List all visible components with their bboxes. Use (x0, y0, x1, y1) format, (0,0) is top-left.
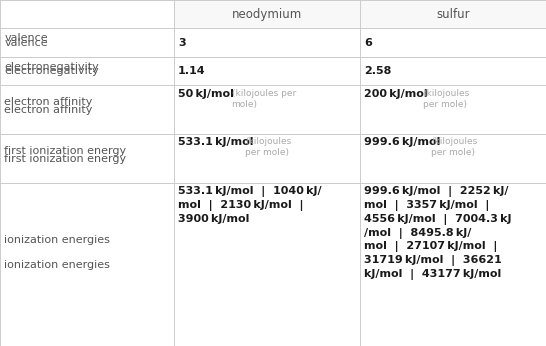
Text: 533.1 kJ/mol: 533.1 kJ/mol (178, 137, 253, 147)
Text: electron affinity: electron affinity (4, 98, 93, 107)
Text: (kilojoules
per mole): (kilojoules per mole) (245, 137, 292, 157)
Text: 50 kJ/mol: 50 kJ/mol (178, 89, 234, 99)
Text: ionization energies: ionization energies (4, 260, 110, 270)
Text: 999.6 kJ/mol: 999.6 kJ/mol (364, 137, 441, 147)
Text: electronegativity: electronegativity (4, 62, 99, 72)
Text: 200 kJ/mol: 200 kJ/mol (364, 89, 428, 99)
Text: 3: 3 (178, 38, 186, 48)
Text: electronegativity: electronegativity (4, 66, 99, 76)
Text: 1.14: 1.14 (178, 66, 206, 76)
Text: 2.58: 2.58 (364, 66, 391, 76)
Text: neodymium: neodymium (232, 8, 302, 21)
Text: 999.6 kJ/mol  |  2252 kJ/
mol  |  3357 kJ/mol  |
4556 kJ/mol  |  7004.3 kJ
/mol : 999.6 kJ/mol | 2252 kJ/ mol | 3357 kJ/mo… (364, 186, 512, 280)
Bar (174, 0, 360, 28)
Text: sulfur: sulfur (436, 8, 470, 21)
Bar (360, 0, 546, 28)
Text: 533.1 kJ/mol  |  1040 kJ/
mol  |  2130 kJ/mol  |
3900 kJ/mol: 533.1 kJ/mol | 1040 kJ/ mol | 2130 kJ/mo… (178, 186, 322, 224)
Text: ionization energies: ionization energies (4, 235, 110, 245)
Text: first ionization energy: first ionization energy (4, 154, 127, 164)
Text: 6: 6 (364, 38, 372, 48)
Text: electron affinity: electron affinity (4, 105, 93, 115)
Text: valence: valence (4, 34, 48, 44)
Text: (kilojoules per
mole): (kilojoules per mole) (232, 89, 296, 109)
Text: first ionization energy: first ionization energy (4, 146, 127, 156)
Text: (kilojoules
per mole): (kilojoules per mole) (431, 137, 478, 157)
Text: valence: valence (4, 38, 48, 48)
Text: (kilojoules
per mole): (kilojoules per mole) (423, 89, 470, 109)
